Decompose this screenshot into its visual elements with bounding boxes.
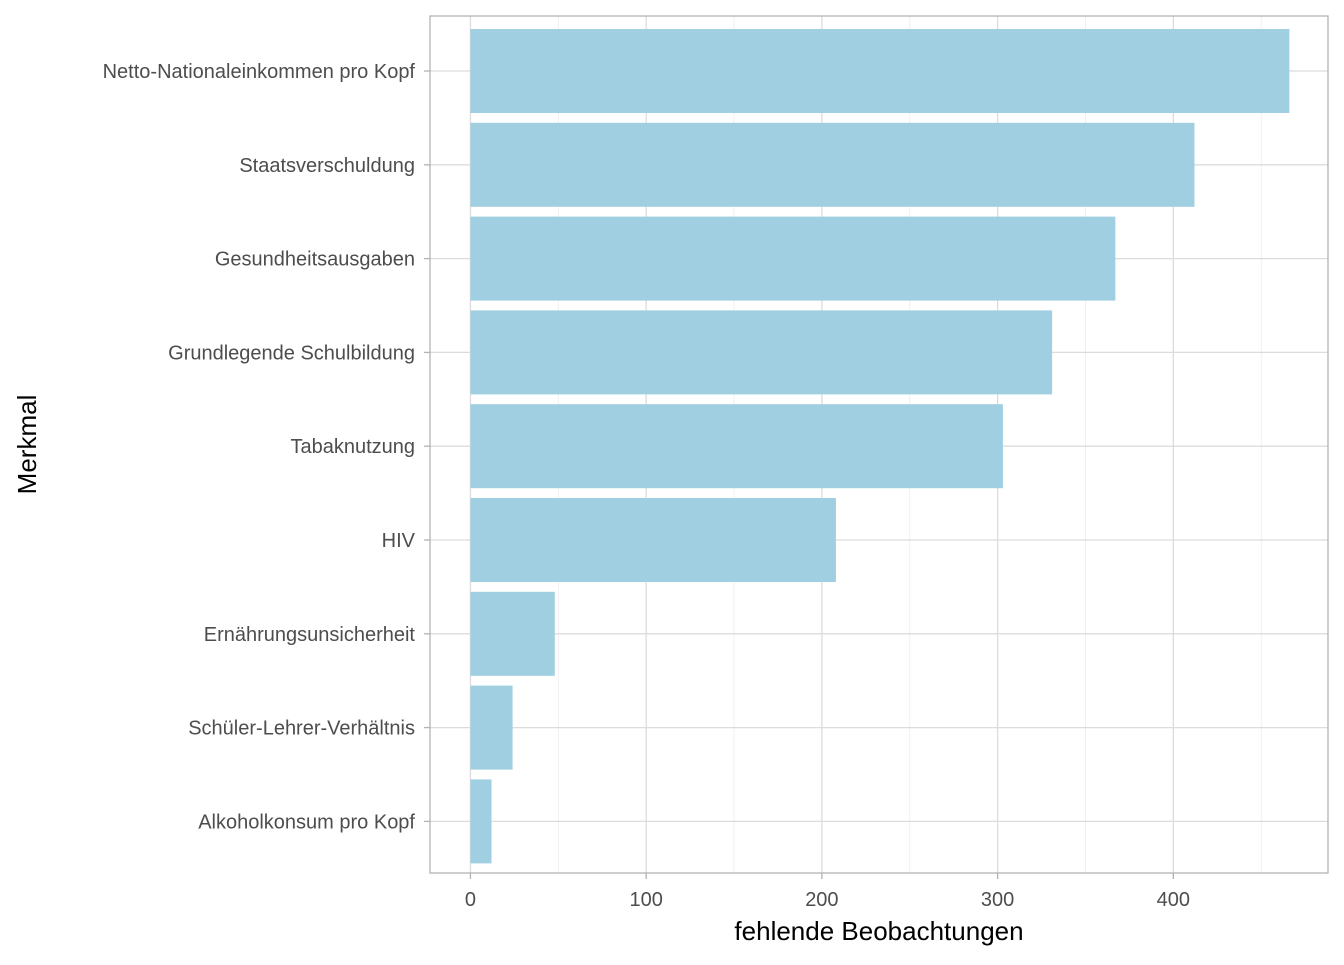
bar <box>470 685 513 770</box>
bar <box>470 404 1003 489</box>
y-tick-label: Schüler-Lehrer-Verhältnis <box>188 718 415 740</box>
bar <box>470 591 555 676</box>
ticks-layer: Netto-Nationaleinkommen pro Kopf Staatsve… <box>103 61 1190 911</box>
bar <box>470 29 1290 113</box>
x-tick-label: 400 <box>1157 889 1190 911</box>
bars-layer <box>470 29 1290 864</box>
y-tick-label: Netto-Nationaleinkommen pro Kopf <box>103 61 416 83</box>
bar <box>470 779 492 864</box>
x-tick-label: 100 <box>629 889 662 911</box>
y-tick-label: Ernährungsunsicherheit <box>204 624 416 646</box>
x-tick-label: 200 <box>805 889 838 911</box>
y-tick-label: Gesundheitsausgaben <box>215 249 415 271</box>
bar <box>470 122 1195 207</box>
x-tick-label: 300 <box>981 889 1014 911</box>
bar <box>470 498 836 582</box>
bar <box>470 310 1053 395</box>
y-tick-label: HIV <box>382 530 416 552</box>
x-tick-label: 0 <box>465 889 476 911</box>
x-axis-title: fehlende Beobachtungen <box>734 916 1023 946</box>
y-axis-title: Merkmal <box>12 395 42 495</box>
y-tick-label: Grundlegende Schulbildung <box>168 342 415 364</box>
y-tick-label: Tabaknutzung <box>290 436 415 458</box>
panel-border <box>429 15 1329 874</box>
y-tick-label: Staatsverschuldung <box>239 155 415 177</box>
y-tick-label: Alkoholkonsum pro Kopf <box>198 811 415 833</box>
bar <box>470 216 1116 301</box>
